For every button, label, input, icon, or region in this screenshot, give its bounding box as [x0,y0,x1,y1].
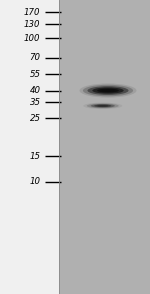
Ellipse shape [80,83,136,98]
Ellipse shape [97,88,119,93]
Text: 70: 70 [30,53,40,62]
Text: 15: 15 [30,152,40,161]
Text: 100: 100 [24,34,40,43]
Text: 170: 170 [24,8,40,17]
Text: 25: 25 [30,114,40,123]
Ellipse shape [83,103,122,109]
Ellipse shape [94,105,111,107]
Ellipse shape [102,89,114,92]
Ellipse shape [92,87,124,94]
Bar [59,0,150,294]
Text: 40: 40 [30,86,40,95]
Ellipse shape [91,104,115,108]
Text: 55: 55 [30,70,40,78]
Ellipse shape [87,103,119,108]
Text: 35: 35 [30,98,40,107]
Text: 130: 130 [24,20,40,29]
Ellipse shape [97,105,108,107]
Ellipse shape [87,86,129,95]
Bar [0,0,59,294]
Ellipse shape [83,85,133,96]
Text: 10: 10 [30,177,40,186]
